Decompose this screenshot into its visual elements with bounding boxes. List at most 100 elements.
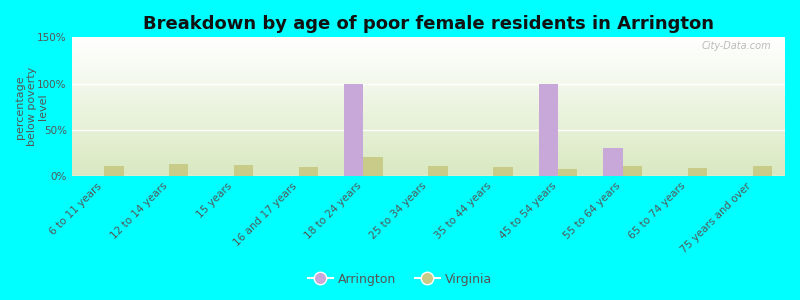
Bar — [72, 57, 785, 58]
Bar — [72, 133, 785, 134]
Bar — [72, 65, 785, 66]
Bar — [493, 167, 513, 176]
Bar — [72, 111, 785, 112]
Bar — [344, 84, 363, 176]
Bar — [72, 108, 785, 109]
Bar — [72, 42, 785, 43]
Bar — [72, 103, 785, 104]
Bar — [72, 159, 785, 160]
Bar — [72, 62, 785, 63]
Bar — [72, 124, 785, 125]
Bar — [72, 94, 785, 95]
Bar — [72, 134, 785, 135]
Bar — [72, 166, 785, 167]
Bar — [72, 55, 785, 56]
Bar — [72, 56, 785, 57]
Bar — [72, 69, 785, 70]
Bar — [623, 166, 642, 176]
Bar — [688, 168, 707, 176]
Bar — [72, 63, 785, 64]
Bar — [72, 75, 785, 76]
Bar — [72, 84, 785, 85]
Bar — [72, 120, 785, 121]
Bar — [72, 44, 785, 45]
Bar — [753, 166, 772, 176]
Bar — [72, 132, 785, 133]
Bar — [72, 92, 785, 93]
Bar — [234, 165, 254, 176]
Bar — [72, 141, 785, 142]
Bar — [72, 167, 785, 168]
Bar — [72, 131, 785, 132]
Bar — [72, 93, 785, 94]
Bar — [72, 149, 785, 150]
Bar — [72, 172, 785, 173]
Bar — [72, 145, 785, 146]
Bar — [72, 38, 785, 39]
Bar — [72, 161, 785, 162]
Bar — [72, 129, 785, 130]
Bar — [428, 166, 448, 176]
Bar — [72, 51, 785, 52]
Bar — [72, 61, 785, 62]
Bar — [72, 48, 785, 49]
Bar — [72, 138, 785, 139]
Text: City-Data.com: City-Data.com — [701, 41, 770, 52]
Bar — [72, 137, 785, 138]
Bar — [72, 147, 785, 148]
Bar — [72, 116, 785, 117]
Bar — [72, 114, 785, 115]
Bar — [72, 67, 785, 68]
Bar — [72, 130, 785, 131]
Bar — [72, 107, 785, 108]
Bar — [72, 87, 785, 88]
Bar — [72, 140, 785, 141]
Bar — [558, 169, 578, 176]
Bar — [72, 102, 785, 103]
Bar — [72, 121, 785, 122]
Bar — [72, 150, 785, 151]
Bar — [72, 153, 785, 154]
Bar — [72, 73, 785, 74]
Bar — [72, 113, 785, 114]
Bar — [72, 152, 785, 153]
Bar — [72, 151, 785, 152]
Bar — [72, 122, 785, 123]
Bar — [72, 85, 785, 86]
Bar — [72, 168, 785, 169]
Bar — [72, 58, 785, 59]
Bar — [72, 41, 785, 42]
Bar — [72, 88, 785, 89]
Title: Breakdown by age of poor female residents in Arrington: Breakdown by age of poor female resident… — [143, 15, 714, 33]
Bar — [72, 81, 785, 82]
Bar — [603, 148, 623, 176]
Bar — [72, 139, 785, 140]
Bar — [72, 46, 785, 47]
Bar — [72, 47, 785, 48]
Bar — [72, 128, 785, 129]
Bar — [72, 123, 785, 124]
Bar — [72, 76, 785, 77]
Bar — [72, 80, 785, 81]
Bar — [72, 160, 785, 161]
Bar — [72, 148, 785, 149]
Bar — [72, 146, 785, 147]
Bar — [72, 37, 785, 38]
Bar — [72, 115, 785, 116]
Bar — [72, 155, 785, 156]
Bar — [72, 40, 785, 41]
Bar — [72, 171, 785, 172]
Bar — [72, 70, 785, 71]
Bar — [72, 125, 785, 126]
Bar — [72, 64, 785, 65]
Bar — [72, 165, 785, 166]
Bar — [72, 104, 785, 105]
Bar — [72, 43, 785, 44]
Bar — [72, 112, 785, 113]
Bar — [363, 157, 383, 176]
Bar — [72, 119, 785, 120]
Bar — [72, 163, 785, 164]
Bar — [72, 154, 785, 155]
Bar — [72, 100, 785, 101]
Bar — [72, 143, 785, 144]
